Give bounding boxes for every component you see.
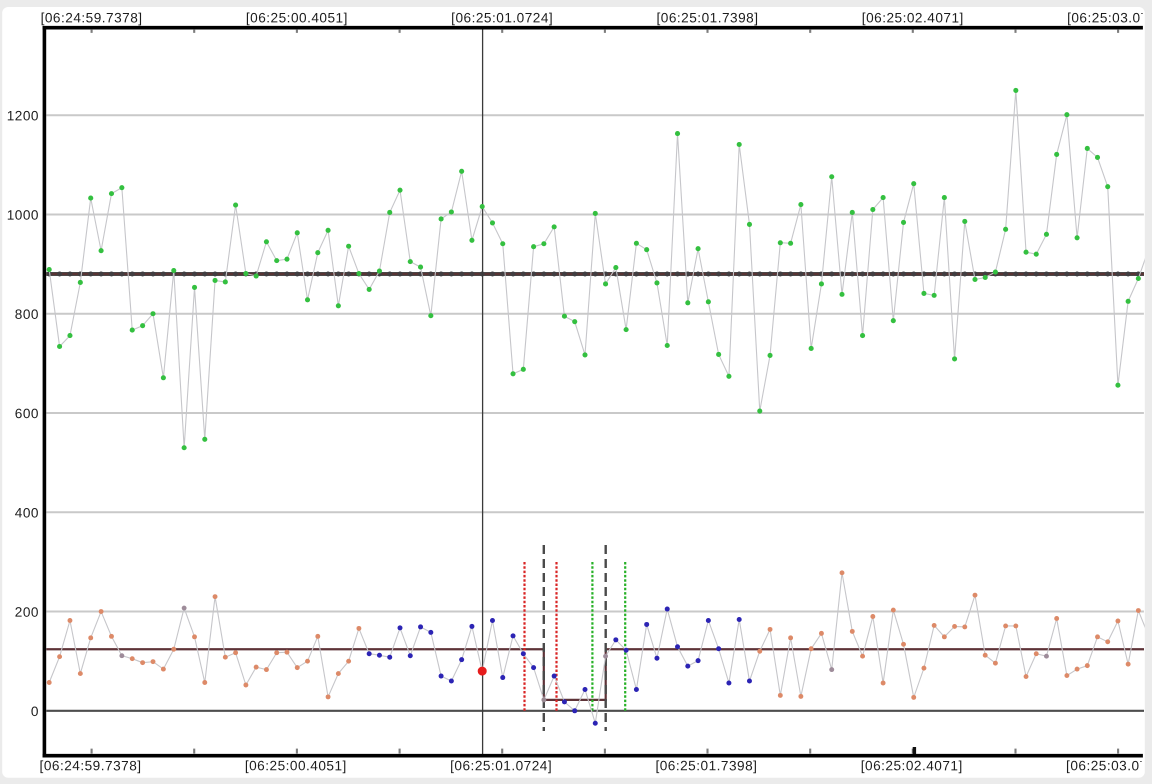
svg-text:[06:25:01.7398]: [06:25:01.7398] [655, 758, 757, 773]
svg-text:1000: 1000 [7, 208, 39, 223]
svg-text:200: 200 [15, 605, 39, 620]
svg-text:[06:25:03.0744]: [06:25:03.0744] [1066, 758, 1152, 773]
svg-text:[06:25:00.4051]: [06:25:00.4051] [245, 758, 347, 773]
svg-text:600: 600 [15, 406, 39, 421]
svg-text:[06:25:01.0724]: [06:25:01.0724] [450, 758, 552, 773]
svg-text:[06:24:59.7378]: [06:24:59.7378] [40, 758, 142, 773]
svg-text:1200: 1200 [7, 108, 39, 123]
svg-text:[06:25:03.0744]: [06:25:03.0744] [1067, 10, 1152, 25]
svg-text:0: 0 [31, 704, 39, 719]
svg-text:400: 400 [15, 505, 39, 520]
svg-text:[06:25:02.4071]: [06:25:02.4071] [862, 10, 964, 25]
svg-text:[06:24:59.7378]: [06:24:59.7378] [41, 10, 143, 25]
svg-text:[06:25:02.4071]: [06:25:02.4071] [861, 758, 963, 773]
svg-text:800: 800 [15, 307, 39, 322]
svg-text:[06:25:00.4051]: [06:25:00.4051] [246, 10, 348, 25]
svg-text:[06:25:01.0724]: [06:25:01.0724] [451, 10, 553, 25]
svg-text:[06:25:01.7398]: [06:25:01.7398] [656, 10, 758, 25]
